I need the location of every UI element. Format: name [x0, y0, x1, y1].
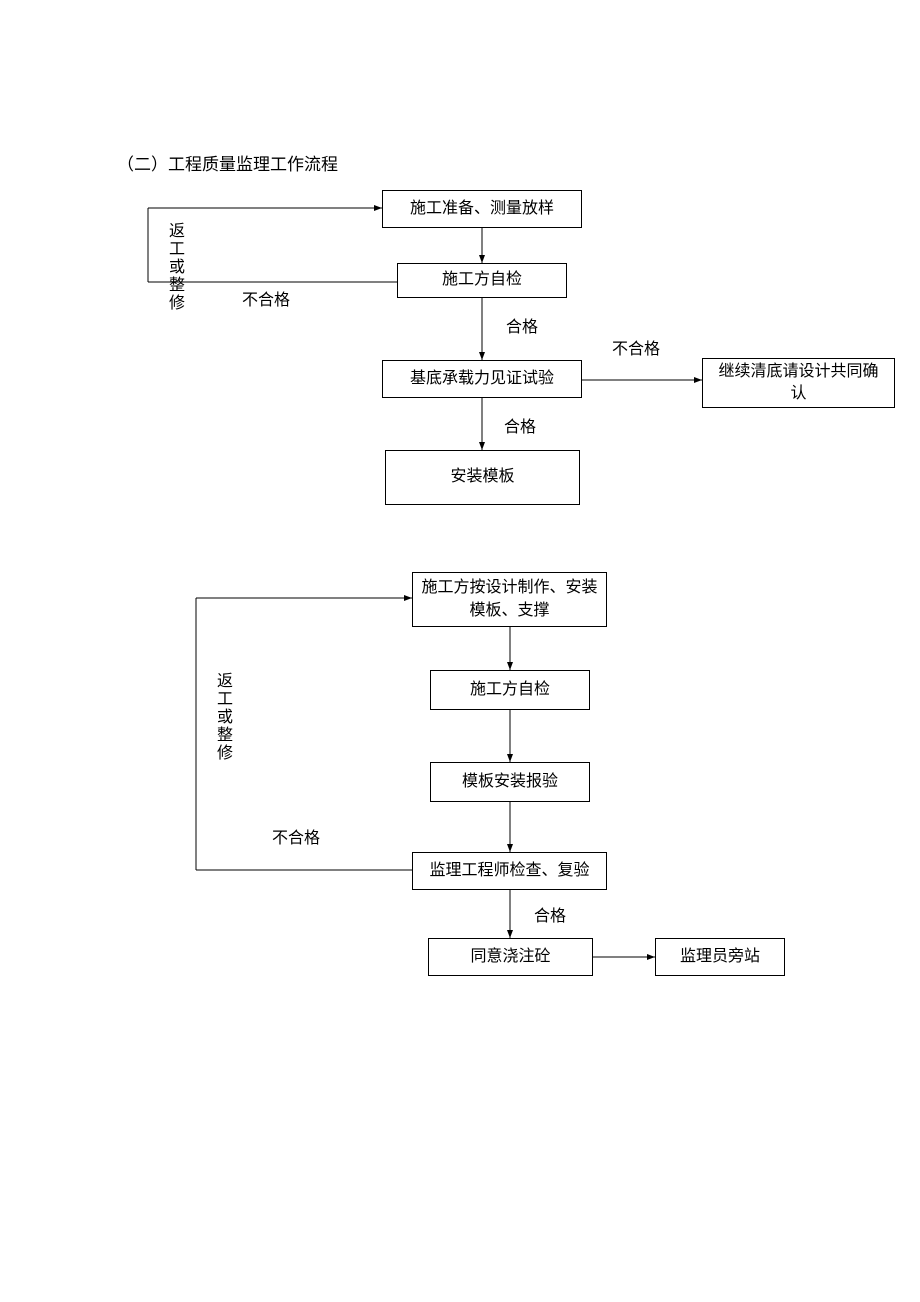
- arrows-group-2: [0, 0, 920, 1000]
- label-fail-2: 不合格: [272, 824, 320, 848]
- label-rework-2: 返工或整修: [210, 672, 234, 762]
- label-pass-2: 合格: [534, 902, 566, 926]
